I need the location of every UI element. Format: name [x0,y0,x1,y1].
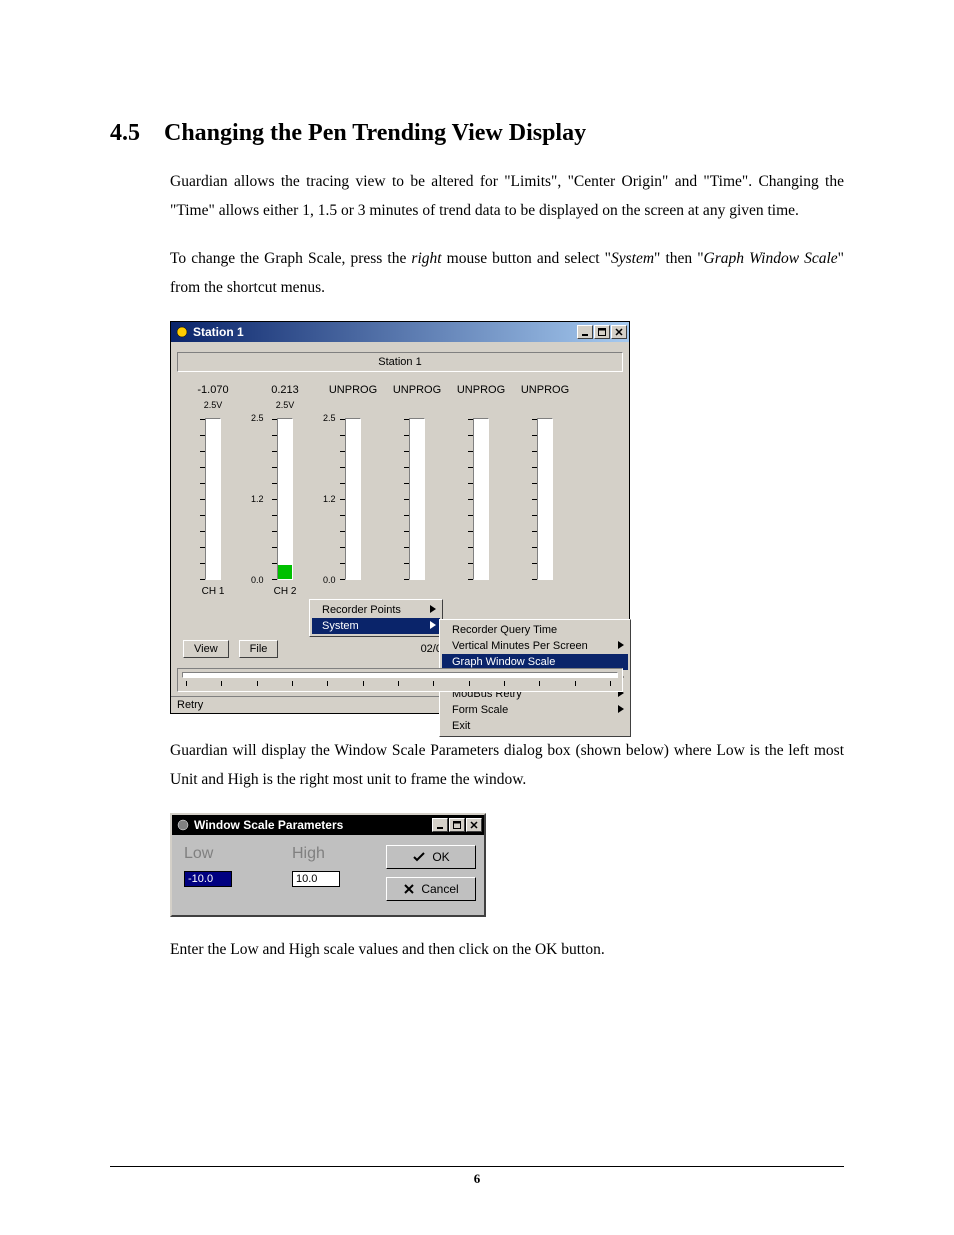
submenu-arrow-icon [430,604,436,616]
channel-subtitle [321,400,385,414]
paragraph-4: Enter the Low and High scale values and … [170,935,844,964]
channel-subtitle: 2.5V [177,400,249,414]
high-input[interactable]: 10.0 [292,871,340,887]
channel-value: UNPROG [513,384,577,400]
channel-column: UNPROG [385,384,449,597]
gauge [277,418,293,580]
dialog-title: Window Scale Parameters [194,818,432,832]
channel-value: -1.070 [177,384,249,400]
station-label: Station 1 [177,352,623,372]
dialog-close-button[interactable] [466,818,482,832]
timeline-ruler[interactable] [177,668,623,692]
channel-subtitle: 2.5V [249,400,321,414]
high-label: High [292,845,372,863]
channel-value: 0.213 [249,384,321,400]
gauge [205,418,221,580]
app-icon [175,325,189,339]
submenu-arrow-icon [430,620,436,632]
channel-subtitle [513,400,577,414]
paragraph-2: To change the Graph Scale, press the rig… [170,244,844,303]
menu-item[interactable]: Recorder Points [312,602,440,618]
page-number: 6 [110,1171,844,1187]
window-title: Station 1 [193,325,577,339]
cancel-button[interactable]: Cancel [386,877,476,901]
ok-button[interactable]: OK [386,845,476,869]
channel-value: UNPROG [449,384,513,400]
file-button[interactable]: File [239,640,279,658]
gauge [537,418,553,580]
section-title: Changing the Pen Trending View Display [164,120,586,147]
channel-name: CH 1 [177,586,249,597]
scale-dialog: Window Scale Parameters Low -10.0 High 1… [170,813,486,917]
footer-rule [110,1166,844,1167]
menu-item[interactable]: System [312,618,440,634]
context-menu-1[interactable]: Recorder PointsSystem [309,599,443,637]
x-icon [403,883,415,895]
maximize-button[interactable] [594,325,610,339]
dialog-icon [176,818,190,832]
low-label: Low [184,845,264,863]
close-button[interactable] [611,325,627,339]
channel-column: UNPROG [513,384,577,597]
gauge-fill [278,565,292,579]
menu-item[interactable]: Vertical Minutes Per Screen [442,638,628,654]
channel-column: -1.0702.5V2.51.20.0CH 1 [177,384,249,597]
menu-item[interactable]: Recorder Query Time [442,622,628,638]
paragraph-1: Guardian allows the tracing view to be a… [170,167,844,226]
channel-value: UNPROG [385,384,449,400]
channel-subtitle [385,400,449,414]
check-icon [412,851,426,863]
channel-subtitle [449,400,513,414]
submenu-arrow-icon [618,704,624,716]
menu-item[interactable]: Form Scale [442,702,628,718]
menu-item[interactable]: Exit [442,718,628,734]
low-input[interactable]: -10.0 [184,871,232,887]
submenu-arrow-icon [618,640,624,652]
gauge [409,418,425,580]
view-button[interactable]: View [183,640,229,658]
minimize-button[interactable] [577,325,593,339]
channel-column: UNPROG [449,384,513,597]
gauge [473,418,489,580]
section-number: 4.5 [110,120,140,147]
station-window: Station 1 Station 1 -1.0702.5V2.51.20.0C… [170,321,630,714]
dialog-titlebar[interactable]: Window Scale Parameters [172,815,484,835]
paragraph-3: Guardian will display the Window Scale P… [170,736,844,795]
titlebar[interactable]: Station 1 [171,322,629,342]
gauge [345,418,361,580]
channel-value: UNPROG [321,384,385,400]
dialog-minimize-button[interactable] [432,818,448,832]
channel-name: CH 2 [249,586,321,597]
dialog-maximize-button[interactable] [449,818,465,832]
